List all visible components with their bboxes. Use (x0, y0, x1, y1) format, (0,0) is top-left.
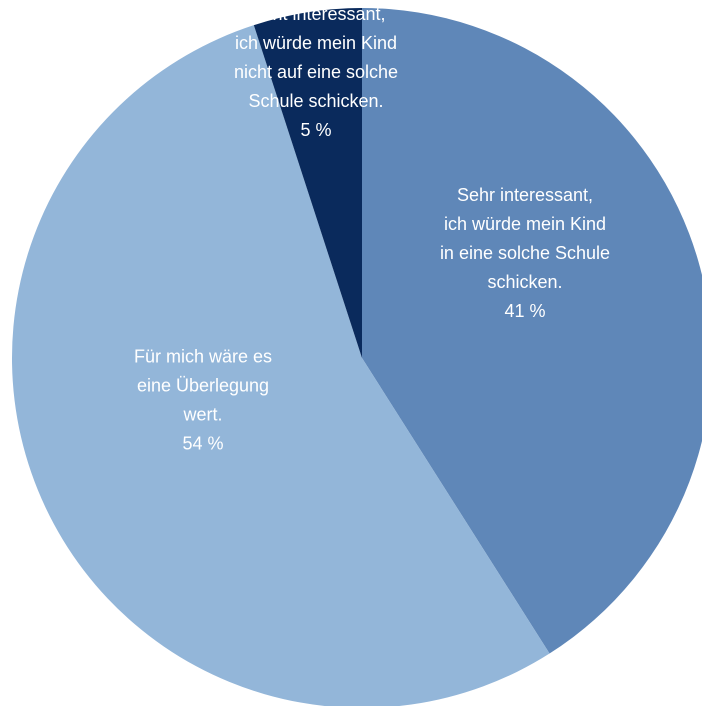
slice-label-line: ich würde mein Kind (444, 214, 606, 234)
slice-label-line: schicken. (487, 272, 562, 292)
slice-label-line: wert. (182, 405, 222, 425)
slice-value-label: 54 % (182, 434, 223, 454)
pie-labels: Sehr interessant, ich würde mein Kind in e… (134, 4, 610, 454)
slice-label-line: eine Überlegung (137, 376, 269, 396)
slice-label-line: Nicht interessant, (246, 4, 385, 24)
pie-slice (12, 25, 550, 706)
slice-value-label: 41 % (504, 301, 545, 321)
slice-label-line: ich würde mein Kind (235, 33, 397, 53)
slice-label-line: in eine solche Schule (440, 243, 610, 263)
slice-label: Für mich wäre es eine Überlegung wert. 54 % (134, 347, 272, 454)
slice-label: Sehr interessant, ich würde mein Kind in e… (440, 185, 610, 321)
slice-label-line: nicht auf eine solche (234, 62, 398, 82)
pie-slice (253, 7, 362, 358)
slice-label-line: Für mich wäre es (134, 347, 272, 367)
slice-label: Nicht interessant, ich würde mein Kind nic… (234, 4, 398, 140)
pie-slice (362, 8, 702, 654)
pie-slices (12, 7, 702, 706)
slice-value-label: 5 % (300, 120, 331, 140)
slice-label-line: Schule schicken. (248, 91, 383, 111)
slice-label-line: Sehr interessant, (457, 185, 593, 205)
